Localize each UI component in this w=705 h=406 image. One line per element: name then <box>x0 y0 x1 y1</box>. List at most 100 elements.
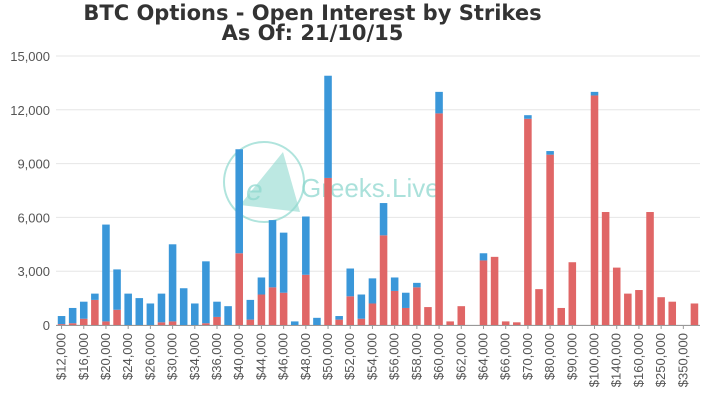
bar-segment-red[interactable] <box>335 319 343 325</box>
bar-segment-red[interactable] <box>601 212 610 325</box>
bar-segment-blue[interactable] <box>346 268 355 297</box>
y-tick-label: 9,000 <box>17 157 50 172</box>
bar-segment-blue[interactable] <box>179 288 188 325</box>
bar-segment-blue[interactable] <box>68 307 77 324</box>
bar-segment-red[interactable] <box>91 299 99 325</box>
bar-segment-blue[interactable] <box>246 299 255 320</box>
x-tick-label: $34,000 <box>187 333 202 380</box>
bar-segment-blue[interactable] <box>91 293 99 300</box>
bar-segment-red[interactable] <box>413 287 421 325</box>
bar-segment-red[interactable] <box>213 316 221 325</box>
bar-segment-red[interactable] <box>79 318 88 325</box>
bar-segment-red[interactable] <box>668 301 677 325</box>
bar-segment-red[interactable] <box>513 322 521 325</box>
bar-segment-red[interactable] <box>235 253 243 325</box>
bar-segment-blue[interactable] <box>335 316 343 320</box>
bar-segment-red[interactable] <box>68 323 77 325</box>
bar-segment-red[interactable] <box>246 319 255 325</box>
bar-segment-blue[interactable] <box>124 293 132 325</box>
x-tick-label: $100,000 <box>587 333 602 387</box>
bar-segment-blue[interactable] <box>546 151 554 155</box>
bar-segment-blue[interactable] <box>202 261 210 324</box>
bar-segment-red[interactable] <box>102 321 110 325</box>
bar-segment-red[interactable] <box>479 260 488 325</box>
bar-segment-red[interactable] <box>435 113 443 325</box>
x-tick-label: $60,000 <box>431 333 446 380</box>
bar-segment-red[interactable] <box>390 290 399 325</box>
bar-segment-blue[interactable] <box>324 75 332 178</box>
x-tick-label: $80,000 <box>542 333 557 380</box>
bar-segment-blue[interactable] <box>213 301 221 317</box>
bar-segment-red[interactable] <box>612 267 621 325</box>
bar-segment-blue[interactable] <box>357 294 366 319</box>
bar-segment-red[interactable] <box>657 297 665 325</box>
bar-segment-red[interactable] <box>379 235 388 325</box>
bar-segment-blue[interactable] <box>168 244 177 322</box>
bar-segment-blue[interactable] <box>102 224 110 322</box>
bar-segment-blue[interactable] <box>57 316 66 325</box>
bar-segment-blue[interactable] <box>590 91 599 96</box>
x-tick-label: $30,000 <box>165 333 180 380</box>
bar-segment-blue[interactable] <box>157 293 166 323</box>
bar-segment-blue[interactable] <box>224 306 232 325</box>
bar-segment-blue[interactable] <box>524 115 532 119</box>
bar-segment-red[interactable] <box>535 289 543 325</box>
bar-segment-blue[interactable] <box>290 321 299 325</box>
x-tick-label: $64,000 <box>475 333 490 380</box>
bar-segment-red[interactable] <box>590 95 599 325</box>
bar-segment-red[interactable] <box>646 212 654 325</box>
bar-segment-red[interactable] <box>168 321 177 325</box>
bar-segment-blue[interactable] <box>379 203 388 236</box>
bar-segment-red[interactable] <box>446 321 454 325</box>
x-tick-label: $62,000 <box>453 333 468 380</box>
x-tick-label: $54,000 <box>364 333 379 380</box>
bar-segment-red[interactable] <box>557 307 565 325</box>
x-tick-label: $56,000 <box>387 333 402 380</box>
bar-segment-blue[interactable] <box>479 253 488 261</box>
bar-segment-red[interactable] <box>501 321 510 325</box>
bar-segment-blue[interactable] <box>146 303 155 325</box>
bar-segment-red[interactable] <box>690 303 699 325</box>
bar-segment-red[interactable] <box>113 309 121 325</box>
bar-segment-red[interactable] <box>257 294 266 325</box>
bar-segment-red[interactable] <box>424 307 432 325</box>
bar-segment-red[interactable] <box>157 322 166 325</box>
bar-segment-blue[interactable] <box>313 317 321 325</box>
bar-segment-red[interactable] <box>457 306 466 325</box>
bar-segment-red[interactable] <box>279 292 288 325</box>
bar-segment-blue[interactable] <box>302 216 310 275</box>
bar-segment-red[interactable] <box>324 177 332 325</box>
bar-segment-blue[interactable] <box>135 298 144 325</box>
bar-segment-blue[interactable] <box>401 292 410 308</box>
bar-segment-red[interactable] <box>346 296 355 325</box>
bar-segment-red[interactable] <box>546 154 554 325</box>
x-tick-label: $24,000 <box>120 333 135 380</box>
bar-segment-blue[interactable] <box>435 91 443 114</box>
bar-segment-red[interactable] <box>202 323 210 325</box>
bar-segment-blue[interactable] <box>235 149 243 254</box>
bar-segment-blue[interactable] <box>368 278 377 304</box>
bar-segment-blue[interactable] <box>257 277 266 295</box>
bar-segment-blue[interactable] <box>390 277 399 291</box>
bar-segment-blue[interactable] <box>413 282 421 288</box>
bar-segment-blue[interactable] <box>268 220 277 288</box>
bar-segment-red[interactable] <box>368 303 377 325</box>
bar-segment-red[interactable] <box>568 262 577 325</box>
x-tick-label: $26,000 <box>142 333 157 380</box>
bar-segment-blue[interactable] <box>113 269 121 310</box>
bar-segment-blue[interactable] <box>79 301 88 319</box>
bar-segment-red[interactable] <box>635 290 643 325</box>
bar-segment-red[interactable] <box>268 287 277 325</box>
bar-segment-red[interactable] <box>357 318 366 325</box>
bar-segment-red[interactable] <box>57 324 66 325</box>
bar-segment-red[interactable] <box>624 293 632 325</box>
bar-segment-blue[interactable] <box>279 232 288 293</box>
bar-segment-red[interactable] <box>401 307 410 325</box>
bar-segment-red[interactable] <box>490 256 499 325</box>
x-tick-label: $20,000 <box>98 333 113 380</box>
bar-segment-blue[interactable] <box>191 303 199 325</box>
bar-segment-red[interactable] <box>302 274 310 325</box>
bar-segment-red[interactable] <box>524 118 532 326</box>
